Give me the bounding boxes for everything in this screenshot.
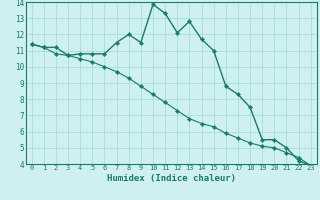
- X-axis label: Humidex (Indice chaleur): Humidex (Indice chaleur): [107, 174, 236, 183]
